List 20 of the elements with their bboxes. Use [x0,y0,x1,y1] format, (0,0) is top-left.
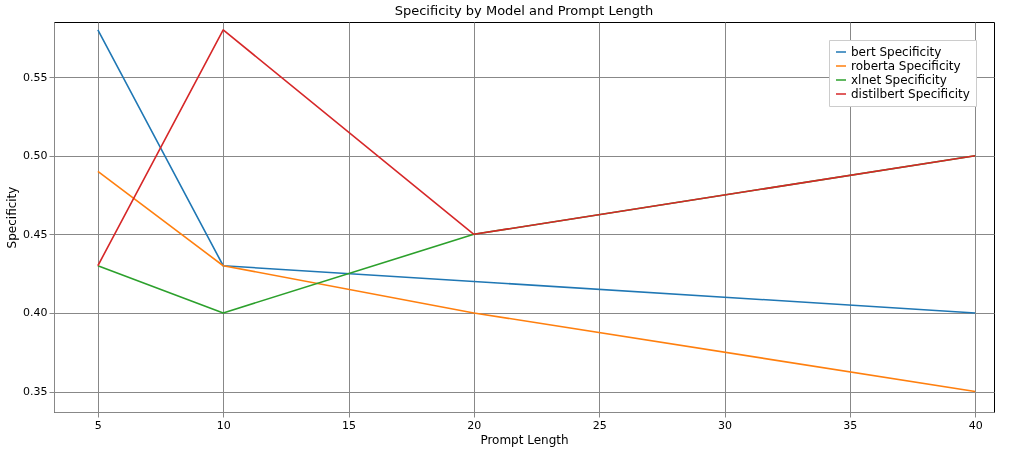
x-tick-label: 40 [968,418,983,432]
y-axis-title: Specificity [5,186,20,249]
x-tick-label: 15 [342,418,357,432]
y-tick-label: 0.40 [23,306,48,320]
x-tick-label: 20 [467,418,482,432]
legend-label: roberta Specificity [851,59,961,73]
legend-label: bert Specificity [851,45,942,59]
x-tick-label: 10 [216,418,231,432]
x-tick-label: 5 [94,418,102,432]
y-tick-label: 0.50 [23,149,48,163]
x-tick-label: 25 [592,418,607,432]
x-axis-title: Prompt Length [480,432,569,447]
x-tick-label: 30 [718,418,733,432]
y-tick-label: 0.35 [23,385,48,399]
legend-label: distilbert Specificity [851,87,970,101]
y-tick-label: 0.45 [23,227,48,241]
x-tick-label: 35 [843,418,858,432]
legend-label: xlnet Specificity [851,73,947,87]
chart-title: Specificity by Model and Prompt Length [394,3,654,18]
y-tick-label: 0.55 [23,70,48,84]
